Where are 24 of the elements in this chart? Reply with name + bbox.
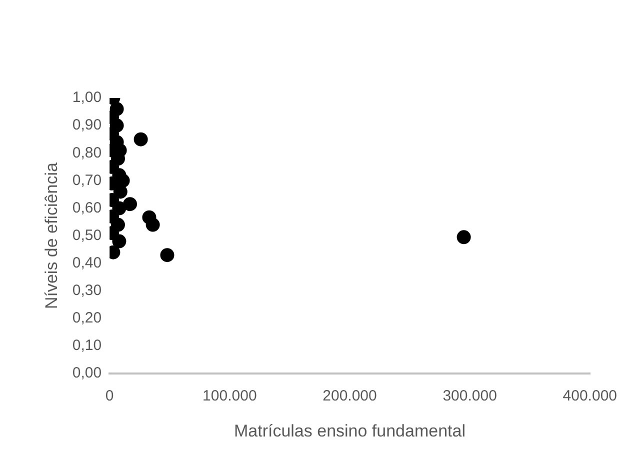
- y-tick-label: 0,40: [72, 254, 102, 272]
- x-tick-label: 100.000: [202, 388, 257, 405]
- point: [123, 197, 138, 212]
- y-tick-label: 0,30: [72, 282, 102, 300]
- point: [134, 132, 148, 146]
- point: [456, 230, 471, 244]
- x-tick-label: 300.000: [442, 388, 497, 405]
- y-tick-label: 0,50: [72, 226, 102, 244]
- y-tick-label: 0,80: [72, 144, 102, 162]
- point: [112, 234, 126, 248]
- y-tick-label: 0,00: [72, 364, 102, 382]
- point: [146, 218, 160, 232]
- y-tick-label: 0,20: [72, 310, 102, 327]
- y-axis-title: Níveis de eficiência: [42, 162, 61, 310]
- y-tick-label: 0,60: [72, 199, 102, 216]
- x-tick-label: 0: [105, 388, 114, 405]
- y-tick-label: 0,10: [72, 337, 102, 354]
- x-axis-title: Matrículas ensino fundamental: [234, 421, 466, 440]
- x-tick-label: 200.000: [322, 388, 377, 405]
- y-tick-label: 1,00: [72, 89, 102, 106]
- x-tick-label: 400.000: [562, 388, 618, 405]
- y-tick-label: 0,90: [72, 116, 102, 134]
- point: [160, 248, 174, 262]
- y-tick-label: 0,70: [72, 172, 102, 189]
